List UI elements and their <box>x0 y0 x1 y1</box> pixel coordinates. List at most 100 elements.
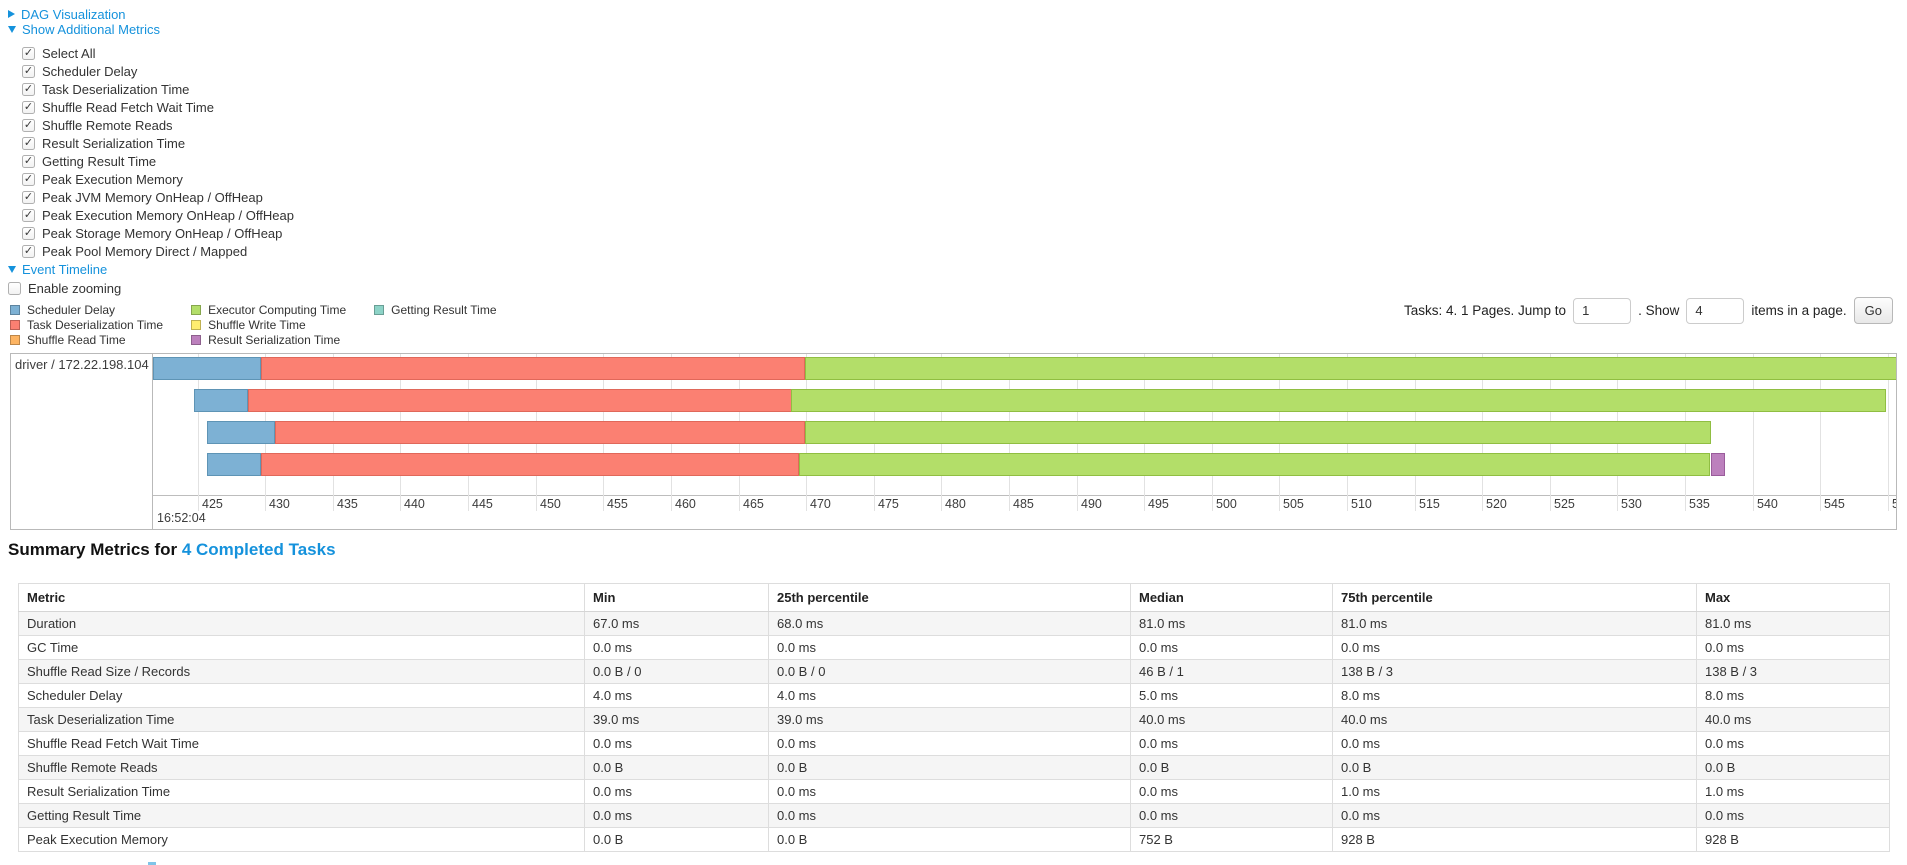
task-segment-task-deserialization[interactable] <box>275 421 805 444</box>
jump-to-page-input[interactable] <box>1573 297 1632 324</box>
legend-item: Scheduler Delay <box>10 302 163 317</box>
table-cell: 40.0 ms <box>1130 707 1333 732</box>
metric-checkbox-item[interactable]: Result Serialization Time <box>22 134 294 152</box>
clipped-next-section <box>148 862 156 865</box>
table-row: Task Deserialization Time 39.0 ms 39.0 ms 4… <box>18 707 1890 732</box>
table-cell: 1.0 ms <box>1696 779 1890 804</box>
column-header: Max <box>1696 583 1890 612</box>
axis-tick-label: 490 <box>1081 497 1102 511</box>
checkbox-label: Peak JVM Memory OnHeap / OffHeap <box>42 189 263 205</box>
time-axis <box>153 495 1896 529</box>
checkbox-label: Peak Pool Memory Direct / Mapped <box>42 243 248 259</box>
axis-tick-label: 460 <box>675 497 696 511</box>
task-segment-executor-computing[interactable] <box>799 453 1710 476</box>
table-header-row: Metric Min 25th percentile Median 75th perce… <box>18 583 1890 612</box>
metric-checkbox-item[interactable]: Select All <box>22 44 294 62</box>
legend-label: Shuffle Read Time <box>27 332 126 347</box>
dag-visualization-toggle[interactable]: DAG Visualization <box>8 6 126 22</box>
axis-tick-label: 455 <box>607 497 628 511</box>
table-cell: 138 B / 3 <box>1696 659 1890 684</box>
table-cell: 39.0 ms <box>584 707 769 732</box>
table-cell: 0.0 ms <box>1130 803 1333 828</box>
task-segment-task-deserialization[interactable] <box>248 389 792 412</box>
task-segment-executor-computing[interactable] <box>791 389 1886 412</box>
event-timeline-toggle[interactable]: Event Timeline <box>8 261 107 277</box>
table-cell: Shuffle Remote Reads <box>18 755 585 780</box>
checkbox-label: Scheduler Delay <box>42 63 138 79</box>
table-cell: 81.0 ms <box>1696 611 1890 636</box>
go-button[interactable]: Go <box>1853 297 1893 324</box>
column-header: Metric <box>18 583 585 612</box>
metric-checkbox-item[interactable]: Task Deserialization Time <box>22 80 294 98</box>
task-segment-result-serialization[interactable] <box>1711 453 1725 476</box>
table-cell: Getting Result Time <box>18 803 585 828</box>
table-cell: 928 B <box>1332 827 1697 852</box>
checkbox[interactable] <box>22 172 35 186</box>
task-segment-task-deserialization[interactable] <box>261 357 805 380</box>
completed-tasks-link[interactable]: 4 Completed Tasks <box>181 540 336 559</box>
legend-item: Result Serialization Time <box>191 332 346 347</box>
checkbox-label: Peak Execution Memory OnHeap / OffHeap <box>42 207 294 223</box>
metric-checkbox-item[interactable]: Peak Execution Memory <box>22 170 294 188</box>
gridline <box>1888 354 1889 511</box>
checkbox[interactable] <box>22 154 35 168</box>
checkbox[interactable] <box>22 118 35 132</box>
checkbox[interactable] <box>22 82 35 96</box>
table-cell: 4.0 ms <box>584 683 769 708</box>
summary-metrics-table: Metric Min 25th percentile Median 75th perce… <box>18 583 1890 852</box>
checkbox[interactable] <box>22 136 35 150</box>
checkbox[interactable] <box>22 208 35 222</box>
checkbox[interactable] <box>22 190 35 204</box>
metric-checkbox-item[interactable]: Shuffle Remote Reads <box>22 116 294 134</box>
show-additional-metrics-toggle[interactable]: Show Additional Metrics <box>8 21 160 37</box>
axis-tick-label: 495 <box>1148 497 1169 511</box>
event-timeline-link[interactable]: Event Timeline <box>22 261 108 277</box>
checkbox[interactable] <box>22 226 35 240</box>
enable-zooming-option[interactable]: Enable zooming <box>8 279 121 297</box>
metric-checkbox-item[interactable]: Peak Execution Memory OnHeap / OffHeap <box>22 206 294 224</box>
dag-visualization-link[interactable]: DAG Visualization <box>21 6 126 22</box>
legend-swatch <box>10 304 20 315</box>
gridline <box>1753 354 1754 511</box>
metric-checkbox-item[interactable]: Getting Result Time <box>22 152 294 170</box>
metric-checkbox-item[interactable]: Scheduler Delay <box>22 62 294 80</box>
task-segment-scheduler-delay[interactable] <box>207 453 261 476</box>
checkbox[interactable] <box>22 100 35 114</box>
axis-tick-label: 450 <box>540 497 561 511</box>
task-segment-task-deserialization[interactable] <box>261 453 799 476</box>
checkbox-label: Peak Execution Memory <box>42 171 183 187</box>
column-header: 25th percentile <box>768 583 1131 612</box>
items-per-page-input[interactable] <box>1686 297 1745 324</box>
table-row: Peak Execution Memory 0.0 B 0.0 B 752 B 928 … <box>18 827 1890 852</box>
legend-label: Task Deserialization Time <box>27 317 164 332</box>
metric-checkbox-item[interactable]: Shuffle Read Fetch Wait Time <box>22 98 294 116</box>
legend-swatch <box>374 304 385 315</box>
table-cell: 0.0 ms <box>1696 803 1890 828</box>
pagination-suffix: items in a page. <box>1751 303 1847 318</box>
legend-item: Shuffle Read Time <box>10 332 163 347</box>
table-cell: 0.0 ms <box>1696 635 1890 660</box>
checkbox[interactable] <box>22 46 35 60</box>
metric-checkbox-item[interactable]: Peak JVM Memory OnHeap / OffHeap <box>22 188 294 206</box>
task-segment-scheduler-delay[interactable] <box>153 357 261 380</box>
enable-zooming-checkbox[interactable] <box>8 281 21 295</box>
metric-checkbox-item[interactable]: Peak Pool Memory Direct / Mapped <box>22 242 294 260</box>
table-cell: 0.0 ms <box>768 779 1131 804</box>
task-segment-scheduler-delay[interactable] <box>207 421 275 444</box>
axis-tick-label: 540 <box>1757 497 1778 511</box>
checkbox[interactable] <box>22 64 35 78</box>
axis-tick-label: 470 <box>810 497 831 511</box>
task-segment-scheduler-delay[interactable] <box>194 389 248 412</box>
task-segment-executor-computing[interactable] <box>805 421 1711 444</box>
task-pagination: Tasks: 4. 1 Pages. Jump to . Show items … <box>1404 297 1893 324</box>
metric-checkbox-item[interactable]: Peak Storage Memory OnHeap / OffHeap <box>22 224 294 242</box>
arrow-open-icon <box>8 265 16 273</box>
axis-tick-label: 430 <box>269 497 290 511</box>
gridline <box>198 354 199 511</box>
axis-tick-label: 465 <box>743 497 764 511</box>
table-cell: 928 B <box>1696 827 1890 852</box>
table-cell: 0.0 ms <box>584 635 769 660</box>
show-additional-metrics-link[interactable]: Show Additional Metrics <box>22 21 161 37</box>
task-segment-executor-computing[interactable] <box>805 357 1896 380</box>
checkbox[interactable] <box>22 244 35 258</box>
